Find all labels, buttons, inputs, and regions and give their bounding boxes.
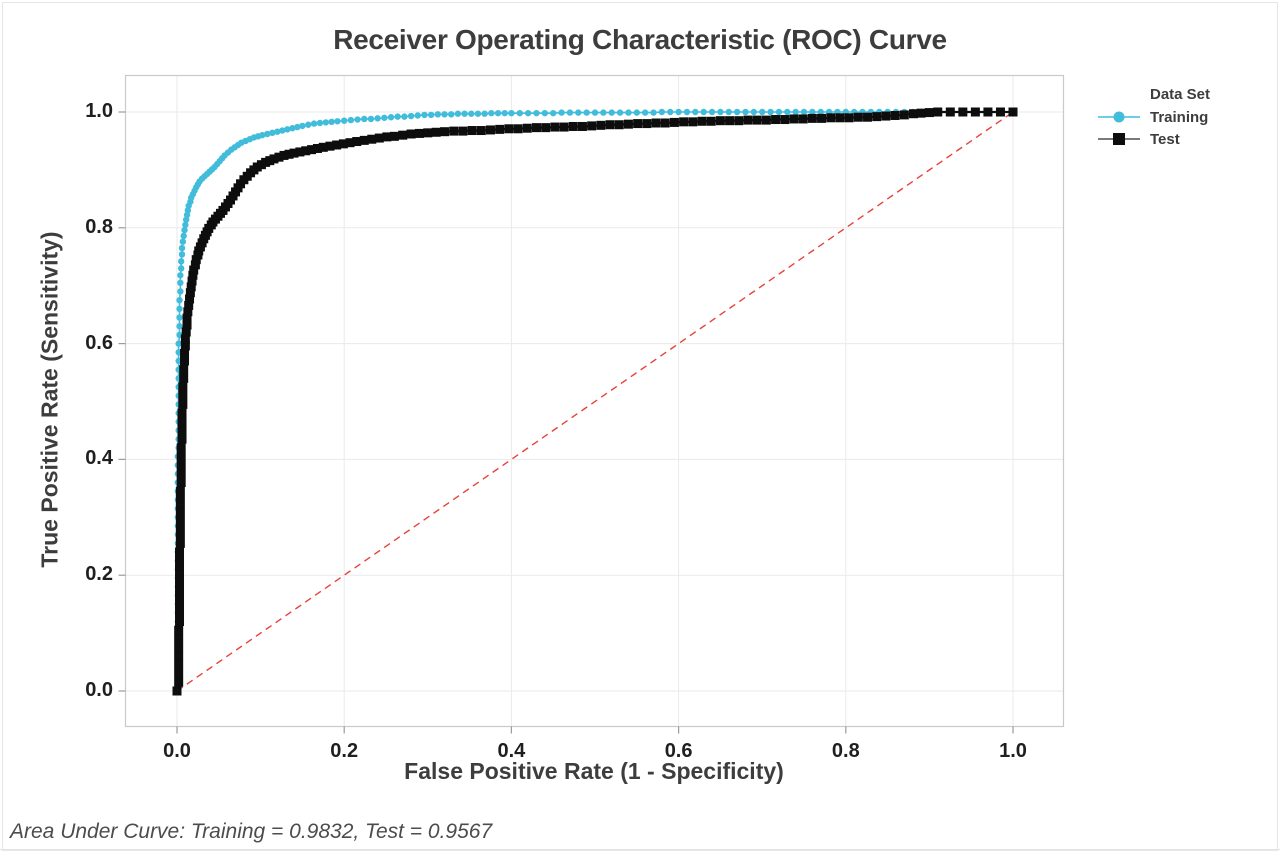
- legend-label-test: Test: [1150, 130, 1180, 148]
- legend-item-test: Test: [1096, 128, 1210, 150]
- y-tick-label: 1.0: [85, 100, 113, 122]
- x-tick-label: 0.8: [831, 740, 860, 762]
- legend-item-training: Training: [1096, 106, 1210, 128]
- y-tick-label: 0.0: [85, 679, 113, 701]
- training-circle-marker-icon: [1098, 111, 1140, 123]
- x-tick-label: 0.2: [330, 740, 359, 762]
- y-tick-label: 0.6: [85, 331, 113, 354]
- x-tick-label: 0.6: [664, 740, 693, 762]
- y-tick-label: 0.8: [85, 215, 113, 238]
- legend-label-training: Training: [1150, 108, 1209, 126]
- y-tick-label: 0.2: [85, 563, 113, 586]
- x-tick-label: 1.0: [999, 740, 1027, 762]
- test-square-marker-icon: [1098, 133, 1140, 145]
- legend-title: Data Set: [1150, 86, 1211, 103]
- auc-footer-text: Area Under Curve: Training = 0.9832, Tes…: [10, 820, 493, 843]
- x-tick-label: 0.0: [163, 740, 191, 762]
- y-tick-label: 0.4: [85, 447, 113, 470]
- legend: Data Set Training Test: [1096, 84, 1210, 150]
- x-axis-label: False Positive Rate (1 - Specificity): [404, 758, 784, 784]
- y-axis-label: True Positive Rate (Sensitivity): [36, 231, 63, 568]
- bottom-divider: [0, 849, 1280, 850]
- chart-title: Receiver Operating Characteristic (ROC) …: [333, 24, 947, 55]
- x-tick-label: 0.4: [497, 740, 526, 762]
